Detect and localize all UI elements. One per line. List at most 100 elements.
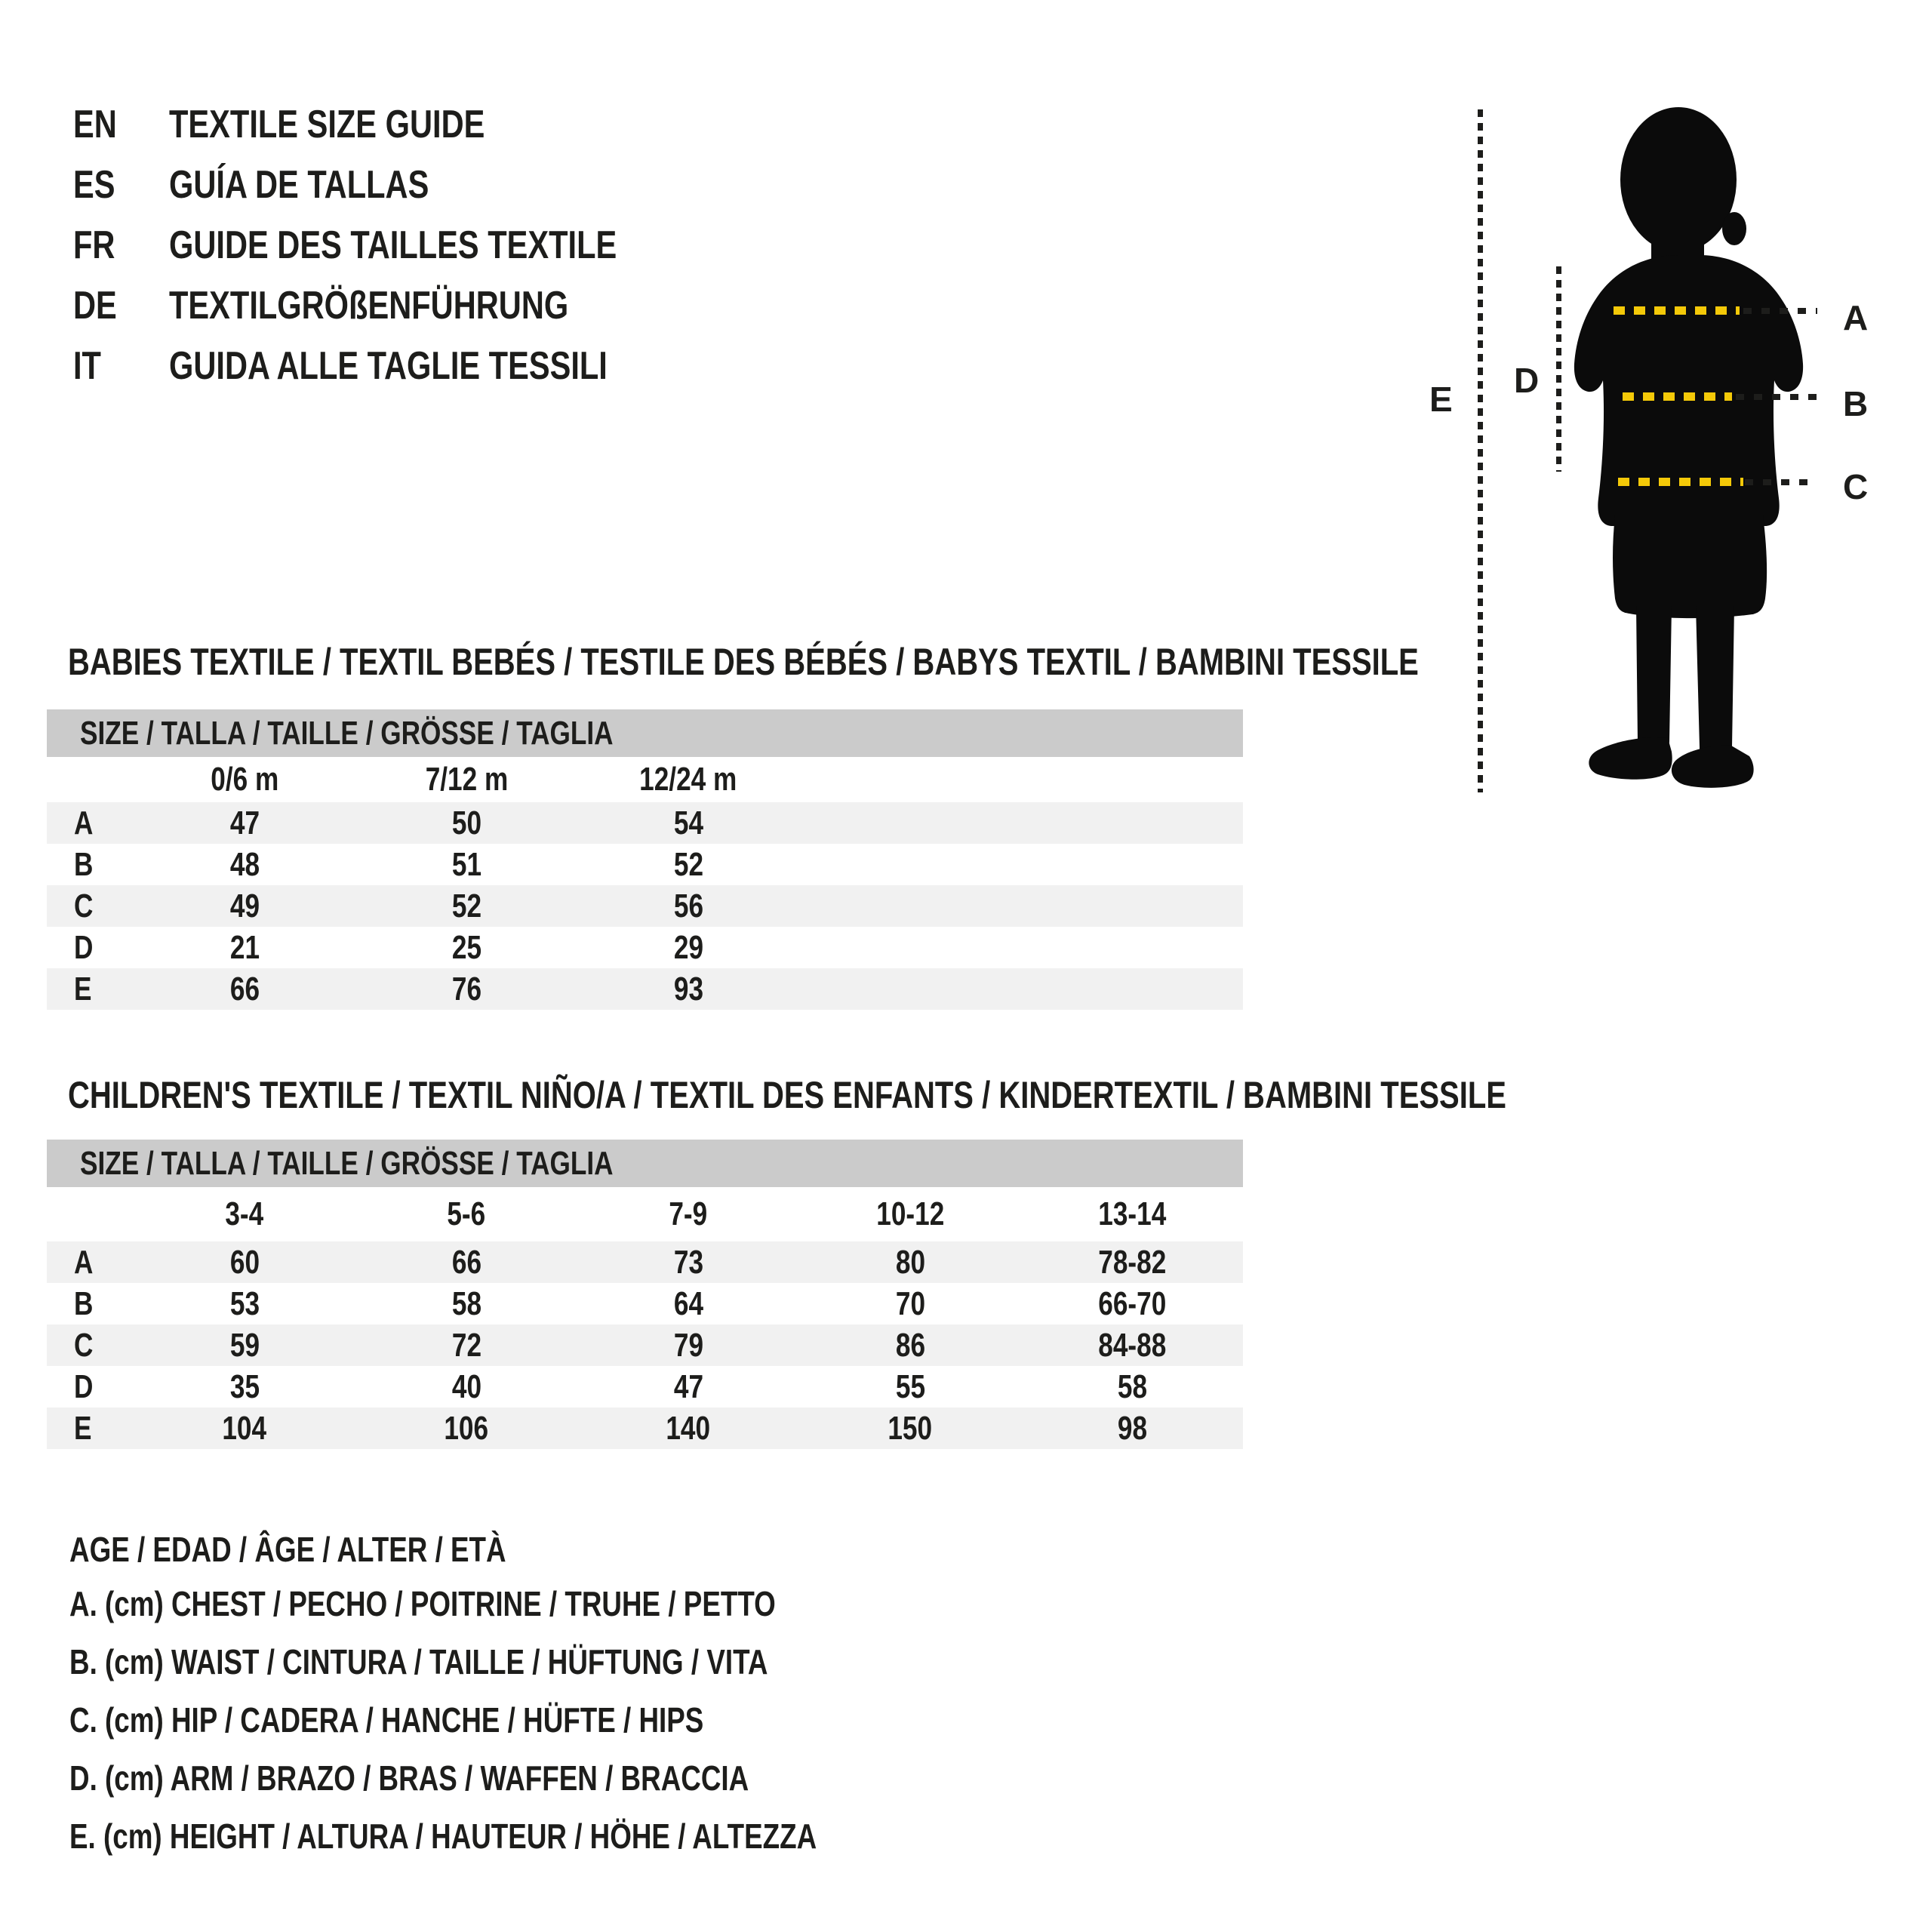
- row-label: D: [74, 928, 94, 966]
- cell: 47: [673, 1367, 703, 1405]
- child-silhouette-icon: [1574, 107, 1804, 788]
- cell: 58: [1117, 1367, 1147, 1405]
- cell: 48: [229, 845, 260, 883]
- measure-label-c: C: [1843, 467, 1869, 506]
- cell: 98: [1117, 1409, 1147, 1447]
- lang-code-fr: FR: [73, 223, 115, 267]
- cell: 106: [444, 1409, 489, 1447]
- cell: 52: [673, 845, 703, 883]
- cell: 51: [451, 845, 481, 883]
- row-label: B: [74, 845, 94, 883]
- waist-line-b-dots: [1736, 394, 1817, 400]
- children-col-0: 3-4: [225, 1195, 264, 1232]
- children-column-header-row: 3-4 5-6 7-9 10-12 13-14: [47, 1187, 1243, 1241]
- legend-line-waist: B. (cm) WAIST / CINTURA / TAILLE / HÜFTU…: [69, 1642, 768, 1681]
- lang-title-it: GUIDA ALLE TAGLIE TESSILI: [169, 344, 608, 388]
- cell: 55: [895, 1367, 925, 1405]
- cell: 56: [673, 887, 703, 924]
- row-label: B: [74, 1284, 94, 1322]
- cell: 93: [673, 970, 703, 1008]
- cell: 84-88: [1097, 1326, 1167, 1364]
- babies-row-c: C 49 52 56: [47, 885, 1243, 927]
- legend-line-age: AGE / EDAD / ÂGE / ALTER / ETÀ: [69, 1530, 506, 1569]
- legend-line-arm: D. (cm) ARM / BRAZO / BRAS / WAFFEN / BR…: [69, 1758, 749, 1798]
- cell: 86: [895, 1326, 925, 1364]
- row-label: E: [74, 1409, 92, 1447]
- measure-label-b: B: [1843, 384, 1869, 423]
- children-size-header-bar: SIZE / TALLA / TAILLE / GRÖSSE / TAGLIA: [47, 1140, 1243, 1187]
- lang-code-es: ES: [73, 163, 115, 207]
- cell: 35: [229, 1367, 260, 1405]
- cell: 72: [451, 1326, 481, 1364]
- children-row-a: A 60 66 73 80 78-82: [47, 1241, 1243, 1283]
- children-section-title: CHILDREN'S TEXTILE / TEXTIL NIÑO/A / TEX…: [68, 1074, 1506, 1116]
- row-label: A: [74, 1243, 94, 1281]
- lang-title-es: GUÍA DE TALLAS: [169, 163, 429, 207]
- legend-line-hip: C. (cm) HIP / CADERA / HANCHE / HÜFTE / …: [69, 1700, 704, 1740]
- babies-row-d: D 21 25 29: [47, 927, 1243, 968]
- cell: 78-82: [1097, 1243, 1167, 1281]
- legend-line-chest: A. (cm) CHEST / PECHO / POITRINE / TRUHE…: [69, 1584, 776, 1623]
- cell: 60: [229, 1243, 260, 1281]
- row-label: E: [74, 970, 92, 1008]
- legend-line-height: E. (cm) HEIGHT / ALTURA / HAUTEUR / HÖHE…: [69, 1817, 817, 1856]
- lang-title-de: TEXTILGRÖßENFÜHRUNG: [169, 284, 569, 328]
- row-label: C: [74, 887, 94, 924]
- cell: 21: [229, 928, 260, 966]
- cell: 104: [222, 1409, 267, 1447]
- cell: 66: [229, 970, 260, 1008]
- children-col-2: 7-9: [669, 1195, 708, 1232]
- cell: 53: [229, 1284, 260, 1322]
- cell: 58: [451, 1284, 481, 1322]
- cell: 59: [229, 1326, 260, 1364]
- row-label: A: [74, 804, 94, 841]
- hip-line-c-dots: [1745, 479, 1817, 485]
- lang-title-en: TEXTILE SIZE GUIDE: [169, 103, 485, 146]
- babies-column-header-row: 0/6 m 7/12 m 12/24 m: [47, 757, 1243, 802]
- lang-code-it: IT: [73, 344, 101, 388]
- cell: 52: [451, 887, 481, 924]
- cell: 40: [451, 1367, 481, 1405]
- row-label: C: [74, 1326, 94, 1364]
- cell: 73: [673, 1243, 703, 1281]
- cell: 29: [673, 928, 703, 966]
- cell: 66-70: [1097, 1284, 1167, 1322]
- babies-size-header-bar: SIZE / TALLA / TAILLE / GRÖSSE / TAGLIA: [47, 709, 1243, 757]
- cell: 25: [451, 928, 481, 966]
- babies-row-e: E 66 76 93: [47, 968, 1243, 1010]
- chest-line-a-yellow: [1614, 306, 1740, 315]
- arm-line-d: [1556, 266, 1561, 472]
- cell: 64: [673, 1284, 703, 1322]
- children-col-1: 5-6: [447, 1195, 486, 1232]
- cell: 140: [666, 1409, 711, 1447]
- cell: 47: [229, 804, 260, 841]
- lang-code-en: EN: [73, 103, 117, 146]
- chest-line-a-dots: [1743, 308, 1817, 314]
- lang-title-fr: GUIDE DES TAILLES TEXTILE: [169, 223, 617, 267]
- babies-section-title: BABIES TEXTILE / TEXTIL BEBÉS / TESTILE …: [68, 641, 1419, 683]
- measure-label-d: D: [1514, 361, 1540, 400]
- children-col-3: 10-12: [875, 1195, 945, 1232]
- babies-row-a: A 47 50 54: [47, 802, 1243, 844]
- cell: 50: [451, 804, 481, 841]
- children-col-4: 13-14: [1097, 1195, 1167, 1232]
- cell: 76: [451, 970, 481, 1008]
- hip-line-c-yellow: [1618, 478, 1743, 486]
- babies-row-b: B 48 51 52: [47, 844, 1243, 885]
- measure-label-e: E: [1429, 380, 1453, 419]
- cell: 66: [451, 1243, 481, 1281]
- cell: 70: [895, 1284, 925, 1322]
- lang-code-de: DE: [73, 284, 117, 328]
- row-label: D: [74, 1367, 94, 1405]
- cell: 80: [895, 1243, 925, 1281]
- children-row-b: B 53 58 64 70 66-70: [47, 1283, 1243, 1324]
- cell: 54: [673, 804, 703, 841]
- measure-label-a: A: [1843, 298, 1869, 337]
- waist-line-b-yellow: [1623, 392, 1732, 401]
- babies-col-2: 12/24 m: [639, 761, 737, 798]
- cell: 79: [673, 1326, 703, 1364]
- babies-col-0: 0/6 m: [210, 761, 278, 798]
- babies-col-1: 7/12 m: [425, 761, 508, 798]
- children-row-e: E 104 106 140 150 98: [47, 1407, 1243, 1449]
